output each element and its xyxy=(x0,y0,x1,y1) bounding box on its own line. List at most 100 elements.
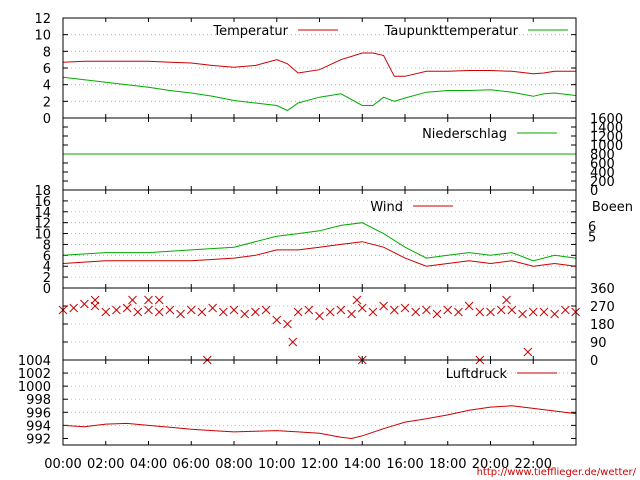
x-tick-label: 20:00 xyxy=(472,457,509,472)
y-tick-label: 2 xyxy=(43,95,51,110)
scatter-point xyxy=(288,337,298,347)
y-tick-label: 90 xyxy=(590,336,607,351)
scatter-point xyxy=(101,307,111,317)
scatter-point xyxy=(208,303,217,313)
y-tick-label: 1400 xyxy=(590,121,623,136)
y-tick-label: 360 xyxy=(590,282,615,297)
series-line xyxy=(62,222,576,262)
scatter-point xyxy=(133,307,143,317)
scatter-point xyxy=(475,307,485,317)
y-tick-label: 998 xyxy=(26,393,51,408)
y-tick-label: 0 xyxy=(43,282,51,297)
panel-frame xyxy=(62,359,577,446)
legend-label: Wind xyxy=(370,200,403,215)
y-tick-label: 1000 xyxy=(18,380,51,395)
scatter-point xyxy=(507,305,517,315)
scatter-point xyxy=(112,305,121,315)
legend-label: Niederschlag xyxy=(422,127,507,142)
y-tick-label: 180 xyxy=(590,318,615,333)
right-axis-label: 5 xyxy=(588,230,596,245)
x-tick-label: 22:00 xyxy=(515,457,552,472)
y-tick-label: 6 xyxy=(43,62,51,77)
scatter-point xyxy=(325,307,335,317)
footer-url[interactable]: http://www.tiefflieger.de/wetter/ xyxy=(476,467,636,478)
scatter-point xyxy=(502,295,511,305)
y-tick-label: 0 xyxy=(590,354,598,369)
scatter-point xyxy=(283,319,292,329)
scatter-point xyxy=(165,305,175,315)
scatter-point xyxy=(272,315,282,325)
scatter-point xyxy=(240,309,250,319)
scatter-point xyxy=(400,303,410,313)
scatter-point xyxy=(261,305,271,315)
y-tick-label: 400 xyxy=(590,166,615,181)
legend-label: Taupunkttemperatur xyxy=(384,24,519,39)
y-tick-label: 14 xyxy=(34,206,51,221)
right-axis-label: 6 xyxy=(588,220,596,235)
y-tick-label: 1200 xyxy=(590,130,623,145)
y-tick-label: 4 xyxy=(43,79,51,94)
scatter-point xyxy=(379,301,388,311)
y-tick-label: 8 xyxy=(43,238,51,253)
y-tick-label: 1004 xyxy=(18,354,51,369)
y-tick-label: 8 xyxy=(43,45,51,60)
scatter-point xyxy=(411,307,421,317)
scatter-point xyxy=(539,307,549,317)
scatter-point xyxy=(422,305,431,315)
scatter-point xyxy=(464,301,474,311)
scatter-point xyxy=(154,295,164,305)
scatter-point xyxy=(229,305,239,315)
scatter-point xyxy=(389,305,399,315)
scatter-point xyxy=(352,295,362,305)
y-tick-label: 6 xyxy=(43,249,51,264)
y-tick-label: 16 xyxy=(34,195,51,210)
scatter-point xyxy=(251,307,260,317)
series-line xyxy=(62,405,576,440)
scatter-point xyxy=(218,307,228,317)
scatter-point xyxy=(128,295,137,305)
series-line xyxy=(62,52,576,77)
scatter-point xyxy=(80,299,89,309)
x-tick-label: 02:00 xyxy=(87,457,124,472)
y-tick-label: 992 xyxy=(26,432,51,447)
y-tick-label: 4 xyxy=(43,260,51,275)
scatter-point xyxy=(304,305,314,315)
legend-label: Temperatur xyxy=(212,24,288,39)
x-tick-label: 06:00 xyxy=(173,457,210,472)
scatter-point xyxy=(144,295,153,305)
y-tick-label: 600 xyxy=(590,157,615,172)
y-tick-label: 0 xyxy=(590,184,598,199)
scatter-point xyxy=(336,305,346,315)
y-tick-label: 10 xyxy=(34,228,51,243)
scatter-point xyxy=(518,309,527,319)
x-tick-label: 18:00 xyxy=(429,457,466,472)
scatter-point xyxy=(90,295,100,305)
scatter-point xyxy=(144,305,153,315)
scatter-point xyxy=(347,309,356,319)
scatter-point xyxy=(454,307,463,317)
scatter-point xyxy=(357,303,367,313)
scatter-point xyxy=(293,307,303,317)
scatter-point xyxy=(154,307,164,317)
y-tick-label: 1600 xyxy=(590,112,623,127)
y-tick-label: 270 xyxy=(590,300,615,315)
y-tick-label: 800 xyxy=(590,148,615,163)
x-tick-label: 12:00 xyxy=(301,457,338,472)
panel-frame xyxy=(62,189,577,289)
scatter-point xyxy=(496,305,506,315)
scatter-point xyxy=(443,305,453,315)
legend-label: Boeen xyxy=(592,200,633,215)
scatter-point xyxy=(69,303,79,313)
y-tick-label: 200 xyxy=(590,175,615,190)
y-tick-label: 12 xyxy=(34,12,51,27)
scatter-point xyxy=(186,305,196,315)
series-line xyxy=(62,241,576,267)
y-tick-label: 10 xyxy=(34,29,51,44)
y-tick-label: 0 xyxy=(43,112,51,127)
y-tick-label: 1000 xyxy=(590,139,623,154)
x-tick-label: 10:00 xyxy=(258,457,295,472)
scatter-point xyxy=(368,307,378,317)
y-tick-label: 1002 xyxy=(18,367,51,382)
